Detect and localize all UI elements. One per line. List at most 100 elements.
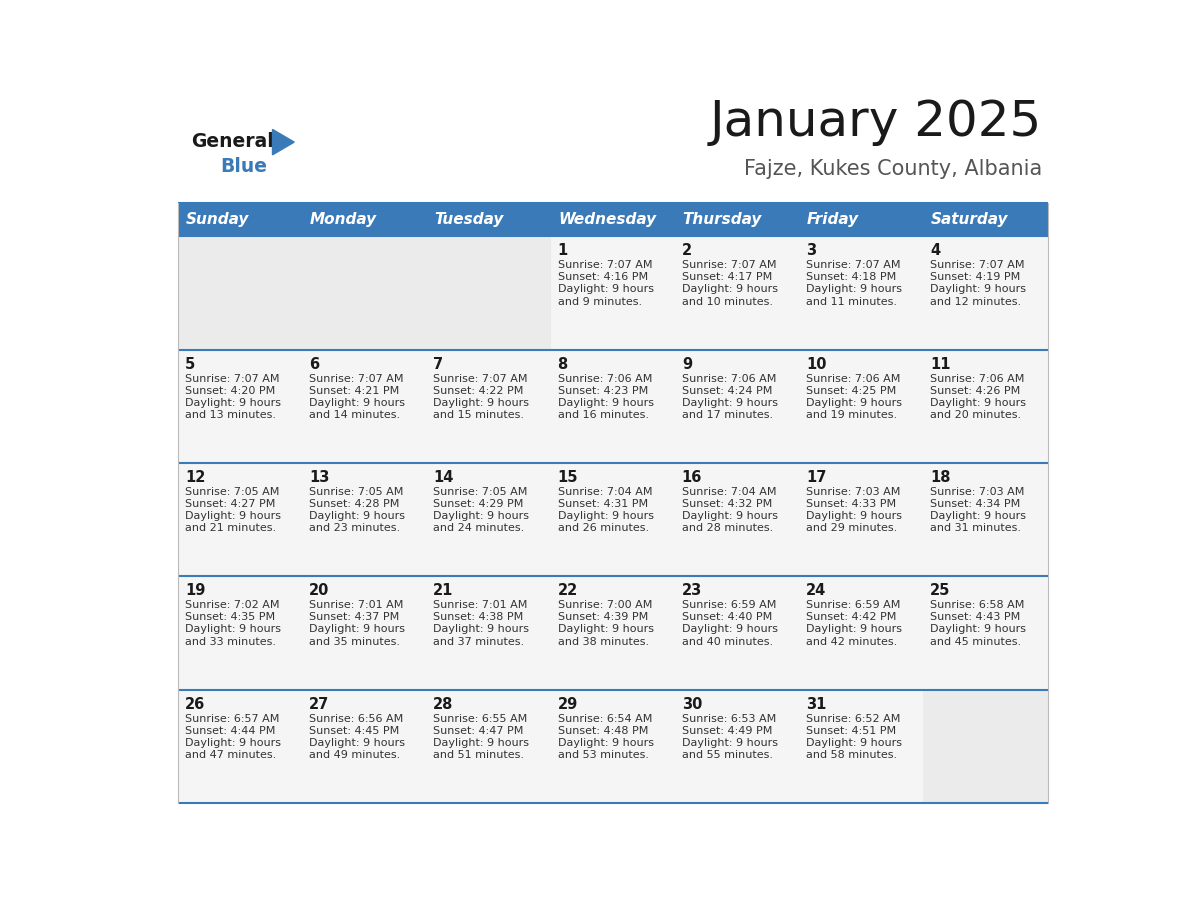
Text: Daylight: 9 hours
and 58 minutes.: Daylight: 9 hours and 58 minutes. <box>805 737 902 760</box>
Text: Sunrise: 7:07 AM: Sunrise: 7:07 AM <box>930 261 1025 270</box>
Text: Friday: Friday <box>807 212 859 227</box>
Text: Daylight: 9 hours
and 15 minutes.: Daylight: 9 hours and 15 minutes. <box>434 397 530 420</box>
Text: Sunset: 4:19 PM: Sunset: 4:19 PM <box>930 273 1020 282</box>
Text: 27: 27 <box>309 697 329 711</box>
Text: Sunset: 4:31 PM: Sunset: 4:31 PM <box>557 498 647 509</box>
Bar <box>302 237 426 350</box>
Text: Sunset: 4:38 PM: Sunset: 4:38 PM <box>434 612 524 622</box>
Bar <box>550 463 675 577</box>
Bar <box>923 203 1048 237</box>
Text: Daylight: 9 hours
and 45 minutes.: Daylight: 9 hours and 45 minutes. <box>930 624 1026 646</box>
Text: Sunrise: 7:02 AM: Sunrise: 7:02 AM <box>185 600 279 610</box>
Text: Sunset: 4:49 PM: Sunset: 4:49 PM <box>682 725 772 735</box>
Text: 22: 22 <box>557 584 577 599</box>
Bar <box>178 203 302 237</box>
Text: Tuesday: Tuesday <box>434 212 504 227</box>
Text: Sunrise: 7:03 AM: Sunrise: 7:03 AM <box>930 487 1024 497</box>
Text: Daylight: 9 hours
and 9 minutes.: Daylight: 9 hours and 9 minutes. <box>557 285 653 307</box>
Bar <box>426 689 550 803</box>
Bar <box>800 237 923 350</box>
Text: 4: 4 <box>930 243 941 258</box>
Text: Daylight: 9 hours
and 29 minutes.: Daylight: 9 hours and 29 minutes. <box>805 511 902 533</box>
Text: Sunrise: 7:05 AM: Sunrise: 7:05 AM <box>434 487 527 497</box>
Text: Fajze, Kukes County, Albania: Fajze, Kukes County, Albania <box>744 160 1042 179</box>
Bar <box>426 203 550 237</box>
Text: Sunrise: 6:58 AM: Sunrise: 6:58 AM <box>930 600 1024 610</box>
Text: 2: 2 <box>682 243 691 258</box>
Text: Sunrise: 7:06 AM: Sunrise: 7:06 AM <box>930 374 1024 384</box>
Text: 19: 19 <box>185 584 206 599</box>
Bar <box>675 350 800 463</box>
Bar <box>800 689 923 803</box>
Text: Sunrise: 6:57 AM: Sunrise: 6:57 AM <box>185 713 279 723</box>
Text: Sunrise: 7:04 AM: Sunrise: 7:04 AM <box>682 487 776 497</box>
Text: Sunset: 4:27 PM: Sunset: 4:27 PM <box>185 498 276 509</box>
Bar <box>302 463 426 577</box>
Text: Sunrise: 7:06 AM: Sunrise: 7:06 AM <box>557 374 652 384</box>
Text: Sunset: 4:28 PM: Sunset: 4:28 PM <box>309 498 399 509</box>
Bar <box>178 350 302 463</box>
Text: Daylight: 9 hours
and 20 minutes.: Daylight: 9 hours and 20 minutes. <box>930 397 1026 420</box>
Text: Sunset: 4:35 PM: Sunset: 4:35 PM <box>185 612 276 622</box>
Text: Sunset: 4:23 PM: Sunset: 4:23 PM <box>557 386 647 396</box>
Text: Sunset: 4:22 PM: Sunset: 4:22 PM <box>434 386 524 396</box>
Text: Sunrise: 7:05 AM: Sunrise: 7:05 AM <box>185 487 279 497</box>
Text: Sunset: 4:21 PM: Sunset: 4:21 PM <box>309 386 399 396</box>
Text: Sunset: 4:20 PM: Sunset: 4:20 PM <box>185 386 276 396</box>
Bar <box>178 689 302 803</box>
Text: General: General <box>191 132 274 151</box>
Text: Sunset: 4:40 PM: Sunset: 4:40 PM <box>682 612 772 622</box>
Text: Daylight: 9 hours
and 55 minutes.: Daylight: 9 hours and 55 minutes. <box>682 737 778 760</box>
Bar <box>426 577 550 689</box>
Bar <box>675 203 800 237</box>
Text: Sunday: Sunday <box>185 212 249 227</box>
Text: Sunset: 4:25 PM: Sunset: 4:25 PM <box>805 386 896 396</box>
Bar <box>302 203 426 237</box>
Text: Daylight: 9 hours
and 53 minutes.: Daylight: 9 hours and 53 minutes. <box>557 737 653 760</box>
Text: Daylight: 9 hours
and 10 minutes.: Daylight: 9 hours and 10 minutes. <box>682 285 778 307</box>
Text: Daylight: 9 hours
and 35 minutes.: Daylight: 9 hours and 35 minutes. <box>309 624 405 646</box>
Text: Sunset: 4:39 PM: Sunset: 4:39 PM <box>557 612 647 622</box>
Bar <box>302 689 426 803</box>
Text: Sunset: 4:26 PM: Sunset: 4:26 PM <box>930 386 1020 396</box>
Text: Sunrise: 7:03 AM: Sunrise: 7:03 AM <box>805 487 901 497</box>
Text: Sunset: 4:18 PM: Sunset: 4:18 PM <box>805 273 896 282</box>
Text: Sunrise: 7:01 AM: Sunrise: 7:01 AM <box>309 600 404 610</box>
Text: Sunrise: 7:07 AM: Sunrise: 7:07 AM <box>309 374 404 384</box>
Text: Daylight: 9 hours
and 47 minutes.: Daylight: 9 hours and 47 minutes. <box>185 737 280 760</box>
Text: Thursday: Thursday <box>683 212 762 227</box>
Text: Sunset: 4:51 PM: Sunset: 4:51 PM <box>805 725 896 735</box>
Bar <box>550 689 675 803</box>
Text: Sunset: 4:24 PM: Sunset: 4:24 PM <box>682 386 772 396</box>
Text: Daylight: 9 hours
and 38 minutes.: Daylight: 9 hours and 38 minutes. <box>557 624 653 646</box>
Bar <box>675 463 800 577</box>
Bar <box>923 689 1048 803</box>
Text: 15: 15 <box>557 470 579 485</box>
Text: 5: 5 <box>185 357 195 372</box>
Text: Daylight: 9 hours
and 14 minutes.: Daylight: 9 hours and 14 minutes. <box>309 397 405 420</box>
Text: Daylight: 9 hours
and 37 minutes.: Daylight: 9 hours and 37 minutes. <box>434 624 530 646</box>
Text: Sunrise: 7:06 AM: Sunrise: 7:06 AM <box>805 374 901 384</box>
Text: Daylight: 9 hours
and 16 minutes.: Daylight: 9 hours and 16 minutes. <box>557 397 653 420</box>
Bar <box>675 577 800 689</box>
Text: 28: 28 <box>434 697 454 711</box>
Text: 25: 25 <box>930 584 950 599</box>
Text: Sunrise: 6:56 AM: Sunrise: 6:56 AM <box>309 713 404 723</box>
Text: Sunset: 4:33 PM: Sunset: 4:33 PM <box>805 498 896 509</box>
Text: Sunrise: 6:54 AM: Sunrise: 6:54 AM <box>557 713 652 723</box>
Bar <box>800 463 923 577</box>
Text: Daylight: 9 hours
and 28 minutes.: Daylight: 9 hours and 28 minutes. <box>682 511 778 533</box>
Text: January 2025: January 2025 <box>709 97 1042 146</box>
Text: Sunset: 4:43 PM: Sunset: 4:43 PM <box>930 612 1020 622</box>
Text: Sunrise: 6:52 AM: Sunrise: 6:52 AM <box>805 713 901 723</box>
Bar <box>550 577 675 689</box>
Bar <box>178 463 302 577</box>
Text: Daylight: 9 hours
and 21 minutes.: Daylight: 9 hours and 21 minutes. <box>185 511 280 533</box>
Text: Sunrise: 7:05 AM: Sunrise: 7:05 AM <box>309 487 404 497</box>
Text: 3: 3 <box>805 243 816 258</box>
Bar <box>675 237 800 350</box>
Text: Daylight: 9 hours
and 42 minutes.: Daylight: 9 hours and 42 minutes. <box>805 624 902 646</box>
Text: 30: 30 <box>682 697 702 711</box>
Text: Sunrise: 7:07 AM: Sunrise: 7:07 AM <box>557 261 652 270</box>
Text: Sunset: 4:16 PM: Sunset: 4:16 PM <box>557 273 647 282</box>
